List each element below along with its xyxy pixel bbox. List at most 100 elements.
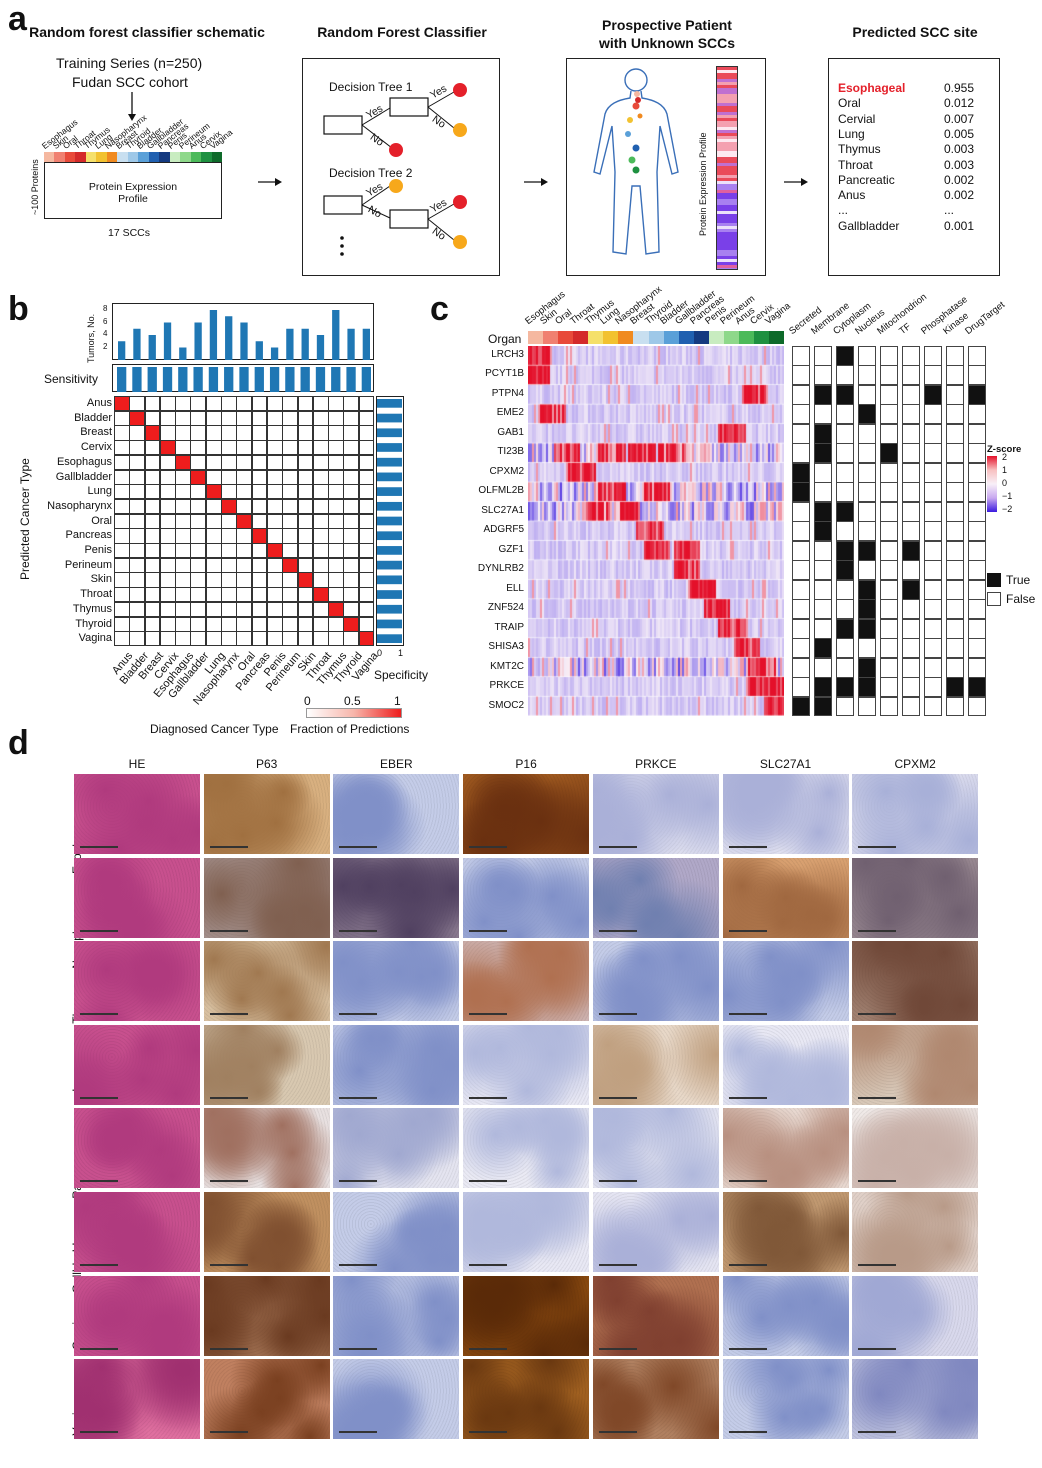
matrix-cell: [159, 396, 176, 412]
matrix-cell: [251, 601, 268, 618]
matrix-cell: [312, 543, 329, 559]
matrix-cell: [175, 498, 191, 515]
matrix-cell: [114, 616, 130, 632]
scale-bar: [728, 1264, 767, 1266]
stripe-segment: [717, 145, 737, 148]
matrix-cell: [266, 469, 283, 485]
matrix-cell: [236, 513, 253, 529]
annotation-cell: [858, 501, 876, 522]
ihc-image: [592, 1108, 719, 1189]
specificity-bar: [377, 531, 402, 541]
ihc-image: [74, 1024, 200, 1105]
tumor-bar: [270, 347, 279, 360]
matrix-cell: [144, 616, 161, 632]
matrix-cell: [175, 631, 191, 647]
stripe-segment: [717, 151, 737, 154]
matrix-cell: [190, 601, 207, 618]
annotation-cell: [836, 599, 854, 620]
annotation-cell: [858, 462, 876, 483]
ihc-image: [463, 941, 590, 1022]
scale-bar: [80, 846, 118, 848]
matrix-cell: [358, 557, 375, 573]
sensitivity-bar: [208, 367, 219, 392]
scale-bar: [209, 1180, 248, 1183]
ihc-image: [852, 1359, 979, 1440]
ihc-image: [592, 857, 719, 938]
ihc-image: [852, 1192, 979, 1272]
site-swatch: [190, 152, 202, 162]
annotation-cell: [968, 560, 986, 581]
matrix-cell: [221, 469, 237, 485]
annotation-cell: [924, 462, 942, 483]
stripe-segment: [717, 187, 737, 190]
annotation-cell: [902, 677, 920, 698]
stripe-segment: [717, 106, 737, 109]
ihc-image: [852, 941, 979, 1022]
matrix-cell: [297, 498, 314, 515]
sensitivity-bar: [178, 367, 188, 392]
matrix-cell: [282, 513, 299, 529]
matrix-cell: [328, 572, 344, 588]
matrix-cell: [129, 425, 146, 441]
tumor-tick: 4: [103, 329, 108, 338]
zscore-tick: 0: [1002, 478, 1008, 488]
annotation-cell: [902, 657, 920, 678]
annotation-cell: [968, 501, 986, 522]
annotation-cell: [924, 599, 942, 620]
matrix-cell: [343, 454, 360, 471]
zscore-title: Z-score: [987, 444, 1022, 455]
annotation-cell: [946, 443, 964, 464]
annotation-cell: [814, 560, 832, 581]
annotation-cell: [792, 677, 810, 698]
matrix-cell: [251, 410, 268, 426]
annotation-cell: [902, 599, 920, 620]
sensitivity-bar: [361, 367, 371, 392]
gene-label: OLFML2B: [478, 485, 524, 497]
scale-bar: [209, 1096, 248, 1099]
ihc-image: [463, 1192, 590, 1272]
matrix-cell: [358, 425, 375, 441]
tumor-bar: [332, 310, 340, 360]
scale-bar: [598, 846, 637, 848]
predicted-type-label: Thymus: [72, 602, 112, 615]
matrix-cell: [144, 631, 161, 647]
annotation-cell: [792, 462, 810, 483]
annotation-cell: [968, 423, 986, 444]
ihc-image: [852, 1024, 979, 1105]
matrix-cell: [114, 425, 130, 441]
matrix-cell: [190, 440, 207, 456]
annotation-cell: [946, 696, 964, 717]
sensitivity-label: Sensitivity: [44, 372, 99, 386]
predicted-type-label: Vagina: [78, 632, 112, 645]
stripe-segment: [717, 184, 737, 187]
organ-swatch: [708, 331, 724, 344]
matrix-cell: [343, 425, 360, 441]
matrix-cell: [129, 543, 146, 559]
ihc-image: [203, 1275, 330, 1356]
prediction-site: Oral: [838, 96, 861, 111]
matrix-cell: [251, 484, 268, 500]
scale-bar: [209, 1264, 248, 1266]
organ-swatch: [603, 331, 619, 344]
stripe-segment: [717, 70, 737, 73]
matrix-cell: [236, 425, 253, 441]
matrix-cell: [175, 543, 191, 559]
site-swatch: [148, 152, 160, 162]
scale-bar: [469, 1096, 508, 1099]
annotation-cell: [836, 462, 854, 483]
scale-bar: [209, 1431, 248, 1434]
annotation-cell: [968, 579, 986, 600]
tumor-tick: 8: [103, 304, 108, 313]
matrix-cell: [297, 454, 314, 471]
annotation-cell: [946, 560, 964, 581]
annotation-cell: [814, 540, 832, 561]
matrix-cell: [251, 513, 268, 529]
panel-label-c: c: [430, 290, 449, 328]
stripe-segment: [717, 169, 737, 172]
annotation-cell: [880, 365, 898, 386]
matrix-cell: [205, 454, 222, 471]
matrix-cell: [114, 631, 130, 647]
gene-label: SMOC2: [488, 699, 524, 711]
predicted-type-label: Nasopharynx: [47, 499, 112, 512]
tumors-axis-label: Tumors, No.: [86, 313, 96, 363]
